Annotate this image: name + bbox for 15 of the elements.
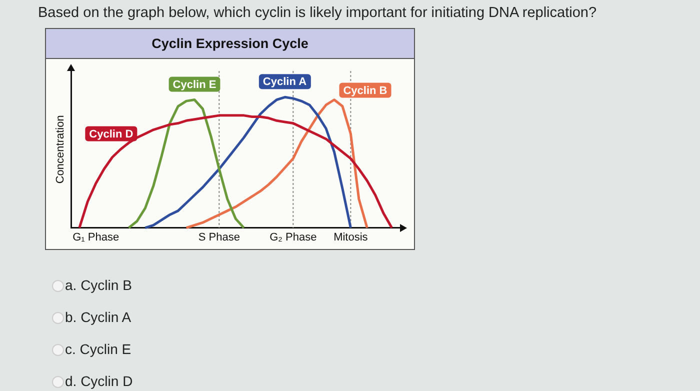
text: c. Cyclin E <box>65 341 132 357</box>
text: d. Cyclin D <box>65 373 133 389</box>
x-tick-label: S Phase <box>198 231 240 244</box>
x-tick-label: Mitosis <box>334 231 368 244</box>
chart-title: Cyclin Expression Cycle <box>46 29 414 59</box>
series-label: Cyclin B <box>343 84 388 97</box>
series-label: Cyclin A <box>262 76 307 88</box>
text: Based on the graph below, which cyclin is likely important for initiating DNA replication? <box>38 5 597 21</box>
x-tick-label: G₂ Phase <box>270 231 317 244</box>
y-axis-title: Concentration <box>54 115 67 184</box>
text: a. Cyclin B <box>65 277 132 293</box>
text: b. Cyclin A <box>65 309 132 325</box>
x-tick-label: G₁ Phase <box>72 231 120 244</box>
series-label: Cyclin D <box>89 128 134 140</box>
series-label: Cyclin E <box>172 78 216 91</box>
